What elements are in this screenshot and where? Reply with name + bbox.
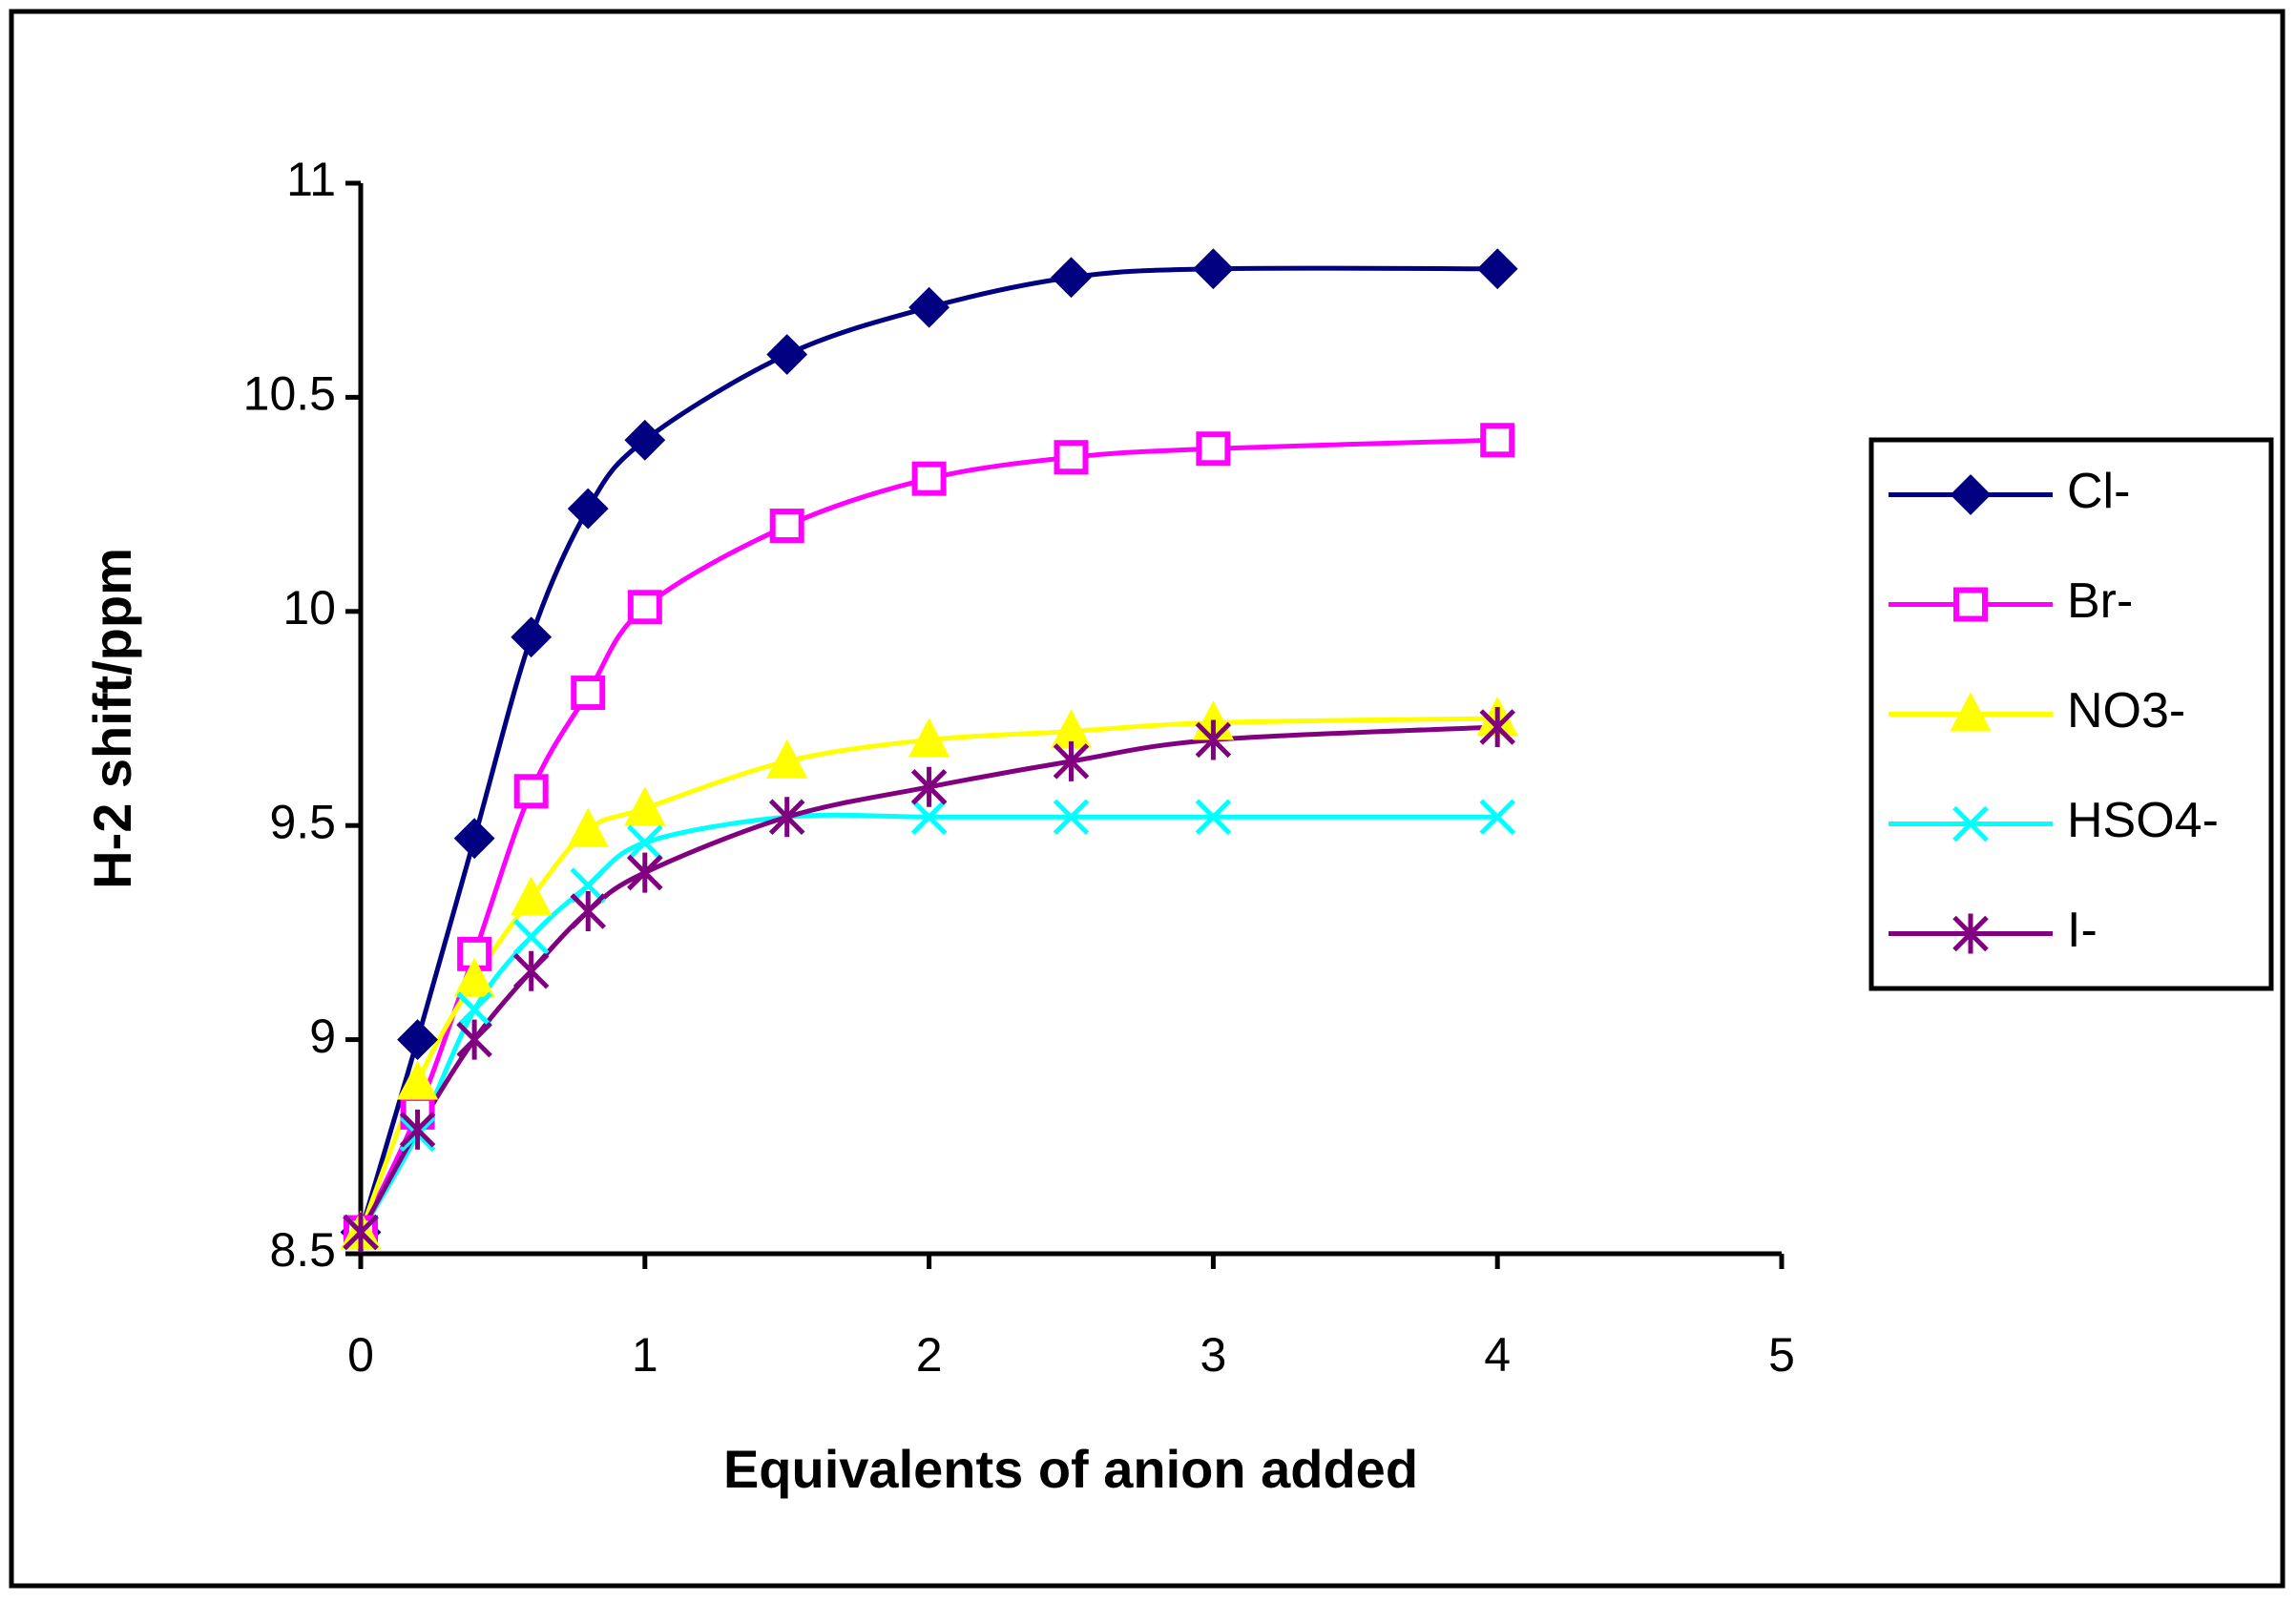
legend-label: HSO4- <box>2067 793 2219 848</box>
marker <box>1950 474 1992 515</box>
marker <box>1952 913 1989 954</box>
legend-label: I- <box>2067 903 2098 958</box>
series-line <box>358 812 1498 1234</box>
x-tick-label: 1 <box>632 1328 658 1382</box>
marker <box>567 488 609 530</box>
marker <box>908 718 950 758</box>
marker <box>1950 692 1992 732</box>
marker <box>513 774 549 809</box>
marker <box>769 509 804 544</box>
x-tick-label: 4 <box>1484 1328 1511 1382</box>
marker <box>624 786 666 826</box>
marker <box>1953 587 1988 622</box>
marker <box>1479 706 1515 747</box>
x-tick-label: 3 <box>1200 1328 1226 1382</box>
legend-label: Cl- <box>2067 464 2130 519</box>
marker <box>624 419 666 461</box>
marker <box>627 852 663 893</box>
marker <box>456 1019 492 1060</box>
marker <box>1196 431 1231 467</box>
marker <box>343 1212 379 1253</box>
marker <box>768 797 805 838</box>
legend-label: NO3- <box>2067 683 2185 739</box>
x-axis-title: Equivalents of anion added <box>723 1439 1418 1499</box>
x-tick-label: 5 <box>1768 1328 1795 1382</box>
marker <box>570 867 607 904</box>
y-tick-label: 9 <box>309 1009 336 1063</box>
marker <box>910 766 948 807</box>
marker <box>766 739 808 779</box>
y-axis-title: H-2 shift/ppm <box>82 548 142 889</box>
marker <box>911 461 947 496</box>
marker <box>627 824 663 861</box>
series-line <box>358 716 1498 1234</box>
marker <box>908 286 950 328</box>
marker <box>512 919 550 955</box>
marker <box>399 1109 436 1150</box>
marker <box>1476 248 1518 290</box>
marker <box>453 818 495 860</box>
y-tick-label: 9.5 <box>269 795 336 848</box>
marker <box>1195 719 1232 760</box>
marker <box>567 807 609 847</box>
x-tick-label: 2 <box>916 1328 943 1382</box>
marker <box>397 1019 438 1061</box>
legend: Cl- Br- NO3- HSO4- I- <box>1868 437 2274 991</box>
marker <box>1051 257 1092 299</box>
marker <box>1054 440 1089 475</box>
marker <box>1195 799 1232 835</box>
marker <box>456 991 492 1028</box>
y-tick-label: 8.5 <box>269 1223 336 1277</box>
x-tick-label: 0 <box>347 1328 374 1382</box>
marker <box>396 1060 439 1100</box>
marker <box>512 950 550 991</box>
series-line <box>358 724 1498 1234</box>
marker <box>1479 799 1515 835</box>
marker <box>453 957 495 997</box>
marker <box>511 616 553 658</box>
marker <box>1952 805 1989 843</box>
marker <box>511 876 553 916</box>
marker <box>627 590 662 625</box>
marker <box>1053 799 1090 835</box>
marker <box>766 334 808 375</box>
marker <box>1192 248 1234 290</box>
marker <box>1053 740 1090 781</box>
marker <box>910 799 948 835</box>
marker <box>1480 423 1515 458</box>
y-tick-label: 11 <box>286 153 336 206</box>
marker <box>571 676 606 711</box>
y-tick-label: 10 <box>282 581 336 635</box>
marker <box>570 890 607 931</box>
y-tick-label: 10.5 <box>243 367 336 421</box>
legend-label: Br- <box>2067 573 2133 629</box>
